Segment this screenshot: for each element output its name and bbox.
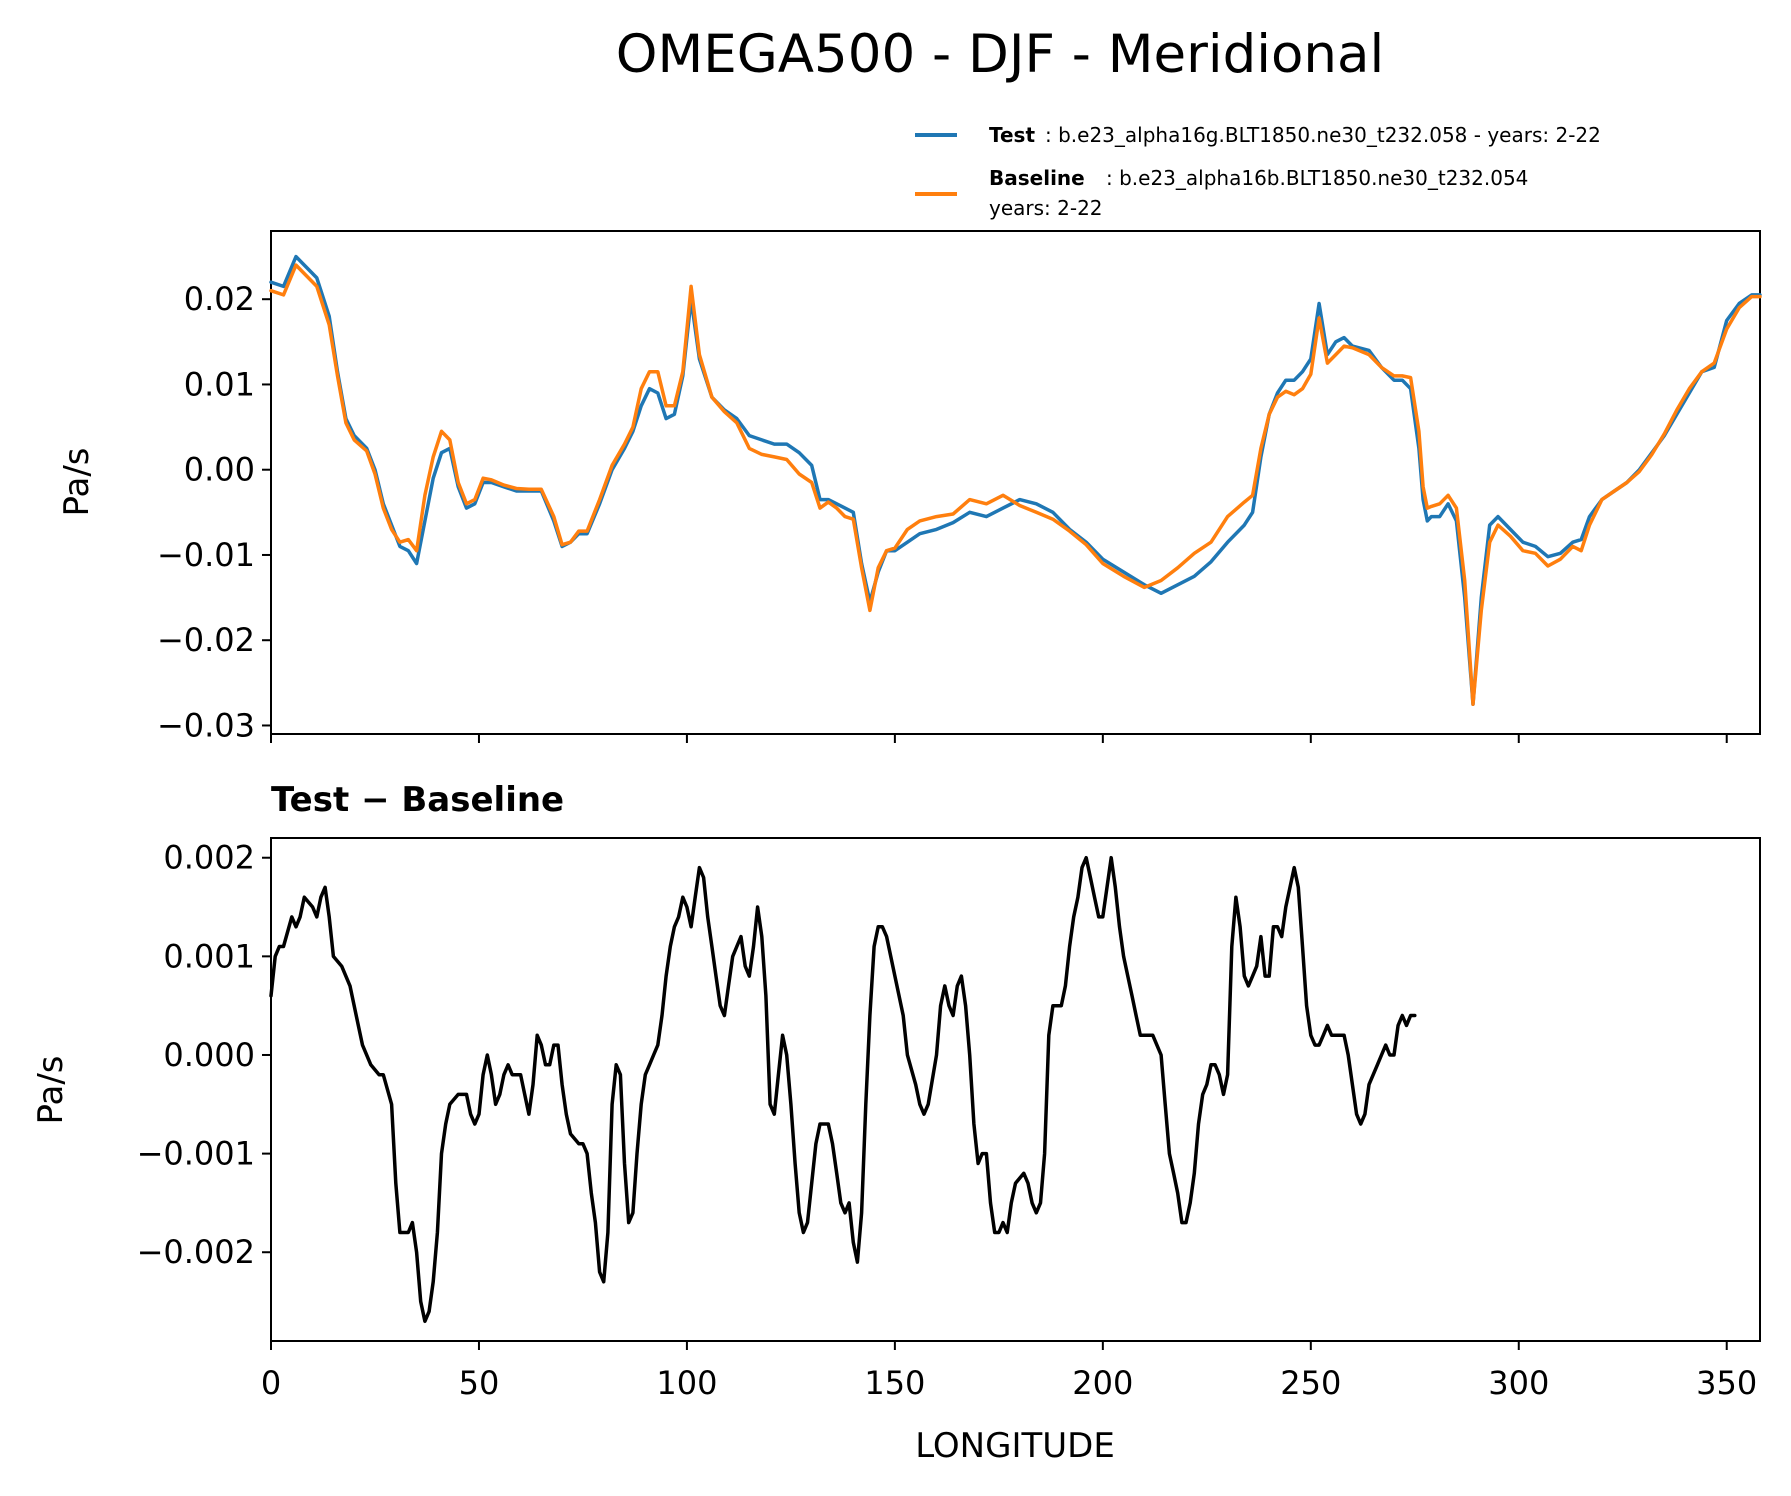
top-panel-frame (270, 230, 1761, 735)
legend: Test : b.e23_alpha16g.BLT1850.ne30_t232.… (915, 123, 1601, 220)
top-y-axis: 0.02 0.01 0.00 −0.01 −0.02 −0.03 (157, 280, 271, 744)
bottom-x-tick-label: 250 (1280, 1364, 1341, 1402)
bottom-y-axis: 0.002 0.001 0.000 −0.001 −0.002 (137, 839, 271, 1271)
bottom-panel: Test − Baseline 0.002 0.001 0.000 −0.001 −0.… (31, 780, 1761, 1466)
bottom-panel-title: Test − Baseline (271, 780, 564, 820)
bottom-x-tick-label: 300 (1488, 1364, 1549, 1402)
bottom-y-label: Pa/s (31, 1056, 71, 1125)
top-series-baseline (269, 263, 1762, 706)
top-y-tick-label: 0.01 (184, 365, 255, 403)
bottom-y-tick-label: −0.002 (137, 1233, 255, 1271)
top-y-tick-label: 0.00 (184, 451, 255, 489)
bottom-x-tick-label: 0 (261, 1364, 281, 1402)
legend-baseline-desc: : b.e23_alpha16b.BLT1850.ne30_t232.054 (1106, 166, 1528, 190)
bottom-y-tick-label: 0.001 (163, 937, 255, 975)
bottom-x-tick-label: 200 (1072, 1364, 1133, 1402)
x-axis-label: LONGITUDE (915, 1426, 1115, 1466)
legend-baseline-desc2: years: 2-22 (989, 196, 1103, 220)
top-y-tick-label: −0.03 (157, 706, 255, 744)
top-y-tick-label: −0.02 (157, 621, 255, 659)
bottom-panel-frame (270, 837, 1761, 1342)
bottom-x-tick-label: 50 (459, 1364, 500, 1402)
top-x-axis (270, 734, 1728, 743)
legend-test-name: Test (989, 123, 1035, 147)
bottom-x-tick-label: 350 (1696, 1364, 1757, 1402)
top-y-tick-label: −0.01 (157, 536, 255, 574)
bottom-x-axis: 0 50 100 150 200 250 300 350 (261, 1341, 1757, 1402)
top-series-group (269, 254, 1762, 706)
bottom-y-tick-label: 0.002 (163, 839, 255, 877)
bottom-series-group (269, 855, 1417, 1324)
top-panel: 0.02 0.01 0.00 −0.01 −0.02 −0.03 Pa/s (57, 230, 1762, 744)
bottom-x-tick-label: 100 (656, 1364, 717, 1402)
legend-baseline-name: Baseline (989, 166, 1085, 190)
bottom-y-tick-label: −0.001 (137, 1135, 255, 1173)
top-y-label: Pa/s (57, 448, 97, 517)
legend-test-desc: : b.e23_alpha16g.BLT1850.ne30_t232.058 -… (1045, 123, 1601, 147)
bottom-series-test-baseline (269, 855, 1417, 1324)
top-y-tick-label: 0.02 (184, 280, 255, 318)
bottom-x-tick-label: 150 (864, 1364, 925, 1402)
bottom-y-tick-label: 0.000 (163, 1036, 255, 1074)
figure-title: OMEGA500 - DJF - Meridional (616, 24, 1384, 85)
